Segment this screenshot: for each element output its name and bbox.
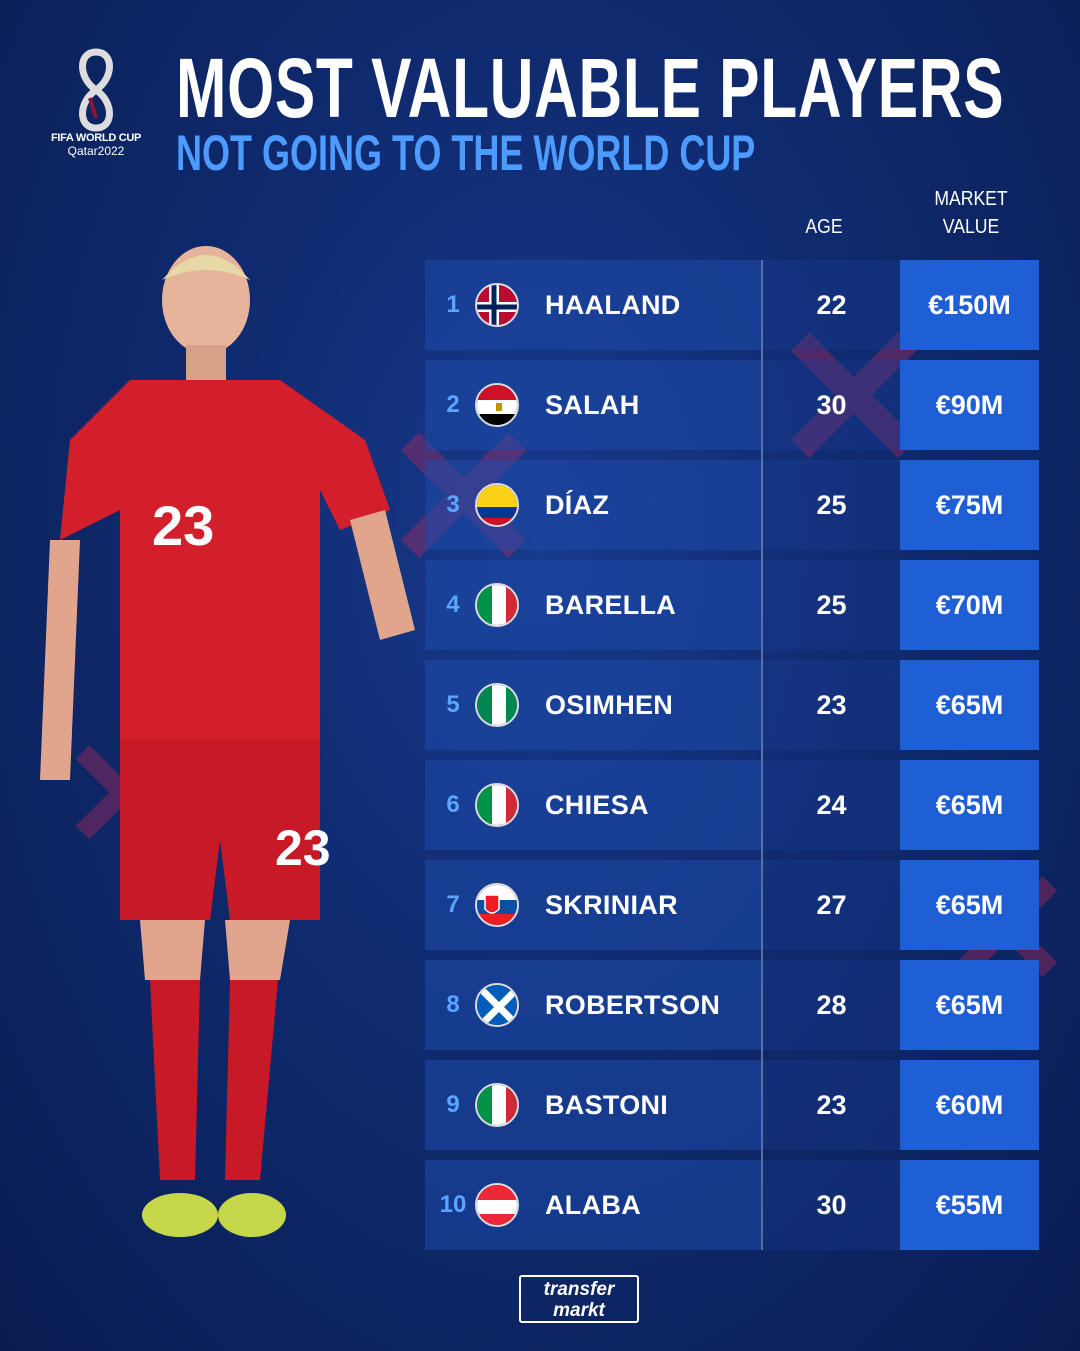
logo-text-line1: FIFA WORLD CUP (50, 132, 142, 144)
player-age: 23 (816, 1089, 847, 1120)
column-divider (761, 260, 763, 1250)
player-name: OSIMHEN (545, 689, 674, 720)
player-age: 25 (816, 589, 847, 620)
brand-line2: markt (553, 1300, 605, 1321)
scotland-flag-icon (475, 983, 519, 1027)
slovakia-flag-icon (475, 883, 519, 927)
market-value: €65M (900, 860, 1039, 950)
player-name: ALABA (545, 1189, 641, 1220)
age-cell-background (763, 860, 900, 950)
age-cell-background (763, 1060, 900, 1150)
logo-text-line2: Qatar2022 (67, 144, 125, 158)
rank: 5 (446, 691, 460, 718)
page-subtitle: NOT GOING TO THE WORLD CUP (176, 125, 756, 181)
age-cell-background (763, 960, 900, 1050)
player-row: 5 OSIMHEN 23 €65M (425, 660, 1039, 750)
colombia-flag-icon (475, 483, 519, 527)
player-row: 4 BARELLA 25 €70M (425, 560, 1039, 650)
trophy-icon (79, 48, 113, 132)
rank: 4 (446, 591, 460, 618)
player-age: 23 (816, 689, 847, 720)
shorts-number: 23 (275, 820, 331, 876)
age-cell-background (763, 660, 900, 750)
player-row: 1 HAALAND 22 €150M (425, 260, 1039, 350)
player-name: ROBERTSON (545, 989, 721, 1020)
market-value: €65M (900, 960, 1039, 1050)
norway-flag-icon (475, 283, 519, 327)
market-value: €70M (900, 560, 1039, 650)
world-cup-logo: FIFA WORLD CUP Qatar2022 (44, 48, 148, 158)
age-cell-background (763, 760, 900, 850)
market-value: €55M (900, 1160, 1039, 1250)
player-age: 22 (816, 289, 847, 320)
player-age: 28 (816, 989, 847, 1020)
italy-flag-icon (475, 783, 519, 827)
brand-line1: transfer (543, 1279, 615, 1300)
italy-flag-icon (475, 583, 519, 627)
player-name: SKRINIAR (545, 889, 678, 920)
rank: 8 (446, 991, 460, 1018)
italy-flag-icon (475, 1083, 519, 1127)
rank: 10 (439, 1191, 467, 1218)
transfermarkt-logo: transfer markt (519, 1275, 639, 1323)
market-value-header: MARKET VALUE (919, 185, 1023, 241)
player-age: 24 (816, 789, 847, 820)
market-value: €75M (900, 460, 1039, 550)
market-value: €60M (900, 1060, 1039, 1150)
player-name: CHIESA (545, 789, 649, 820)
player-age: 25 (816, 489, 847, 520)
player-row: 6 CHIESA 24 €65M (425, 760, 1039, 850)
rank: 3 (446, 491, 460, 518)
age-cell-background (763, 1160, 900, 1250)
egypt-flag-icon (475, 383, 519, 427)
market-value-header-line1: MARKET (934, 188, 1008, 210)
rank: 7 (446, 891, 460, 918)
page-title: MOST VALUABLE PLAYERS (176, 41, 1005, 135)
player-row: 8 ROBERTSON 28 €65M (425, 960, 1039, 1050)
rank: 6 (446, 791, 460, 818)
player-row: 3 DÍAZ 25 €75M (425, 460, 1039, 550)
player-name: HAALAND (545, 289, 681, 320)
player-photo: 23 23 (40, 246, 415, 1237)
age-cell-background (763, 260, 900, 350)
player-name: BARELLA (545, 589, 677, 620)
player-age: 30 (816, 389, 847, 420)
player-name: DÍAZ (545, 489, 610, 520)
age-header: AGE (805, 216, 843, 238)
age-cell-background (763, 460, 900, 550)
rank: 9 (446, 1091, 460, 1118)
age-cell-background (763, 560, 900, 650)
market-value: €65M (900, 760, 1039, 850)
player-age: 30 (816, 1189, 847, 1220)
player-row: 2 SALAH 30 €90M (425, 360, 1039, 450)
shirt-number: 23 (152, 494, 214, 557)
austria-flag-icon (475, 1183, 519, 1227)
player-row: 9 BASTONI 23 €60M (425, 1060, 1039, 1150)
rank: 1 (446, 291, 460, 318)
market-value: €90M (900, 360, 1039, 450)
player-name: BASTONI (545, 1089, 669, 1120)
market-value-header-line2: VALUE (942, 216, 1000, 238)
rank: 2 (446, 391, 460, 418)
market-value: €150M (900, 260, 1039, 350)
player-age: 27 (816, 889, 847, 920)
market-value: €65M (900, 660, 1039, 750)
nigeria-flag-icon (475, 683, 519, 727)
player-name: SALAH (545, 389, 640, 420)
player-row: 10 ALABA 30 €55M (425, 1160, 1039, 1250)
age-cell-background (763, 360, 900, 450)
player-row: 7 SKRINIAR 27 €65M (425, 860, 1039, 950)
